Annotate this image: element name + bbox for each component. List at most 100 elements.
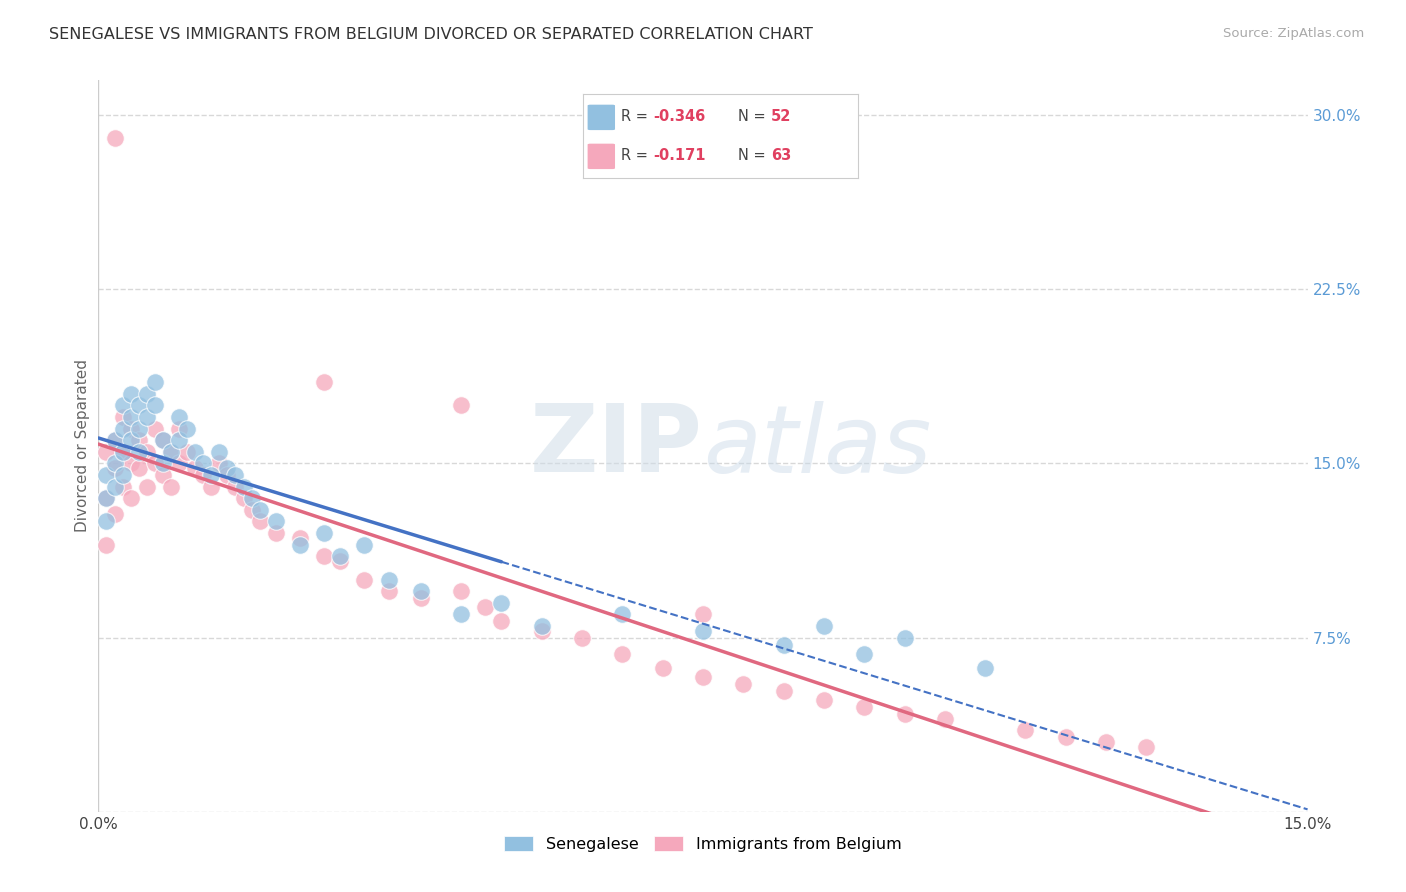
Text: N =: N =	[738, 109, 770, 124]
Point	[96, 468, 118, 483]
Text: -0.346: -0.346	[654, 109, 706, 124]
Point	[409, 584, 432, 599]
Point	[193, 457, 215, 471]
Point	[160, 480, 183, 494]
Point	[103, 131, 125, 145]
Point	[692, 670, 714, 684]
Point	[167, 457, 190, 471]
Point	[152, 433, 174, 447]
Point	[111, 468, 134, 483]
Point	[135, 480, 157, 494]
Point	[491, 615, 513, 629]
Point	[934, 712, 956, 726]
Text: R =: R =	[620, 148, 652, 163]
Point	[314, 526, 336, 541]
Point	[853, 647, 876, 661]
Point	[240, 503, 263, 517]
Point	[128, 445, 150, 459]
Point	[96, 515, 118, 529]
Point	[96, 491, 118, 506]
Point	[96, 538, 118, 552]
Point	[103, 461, 125, 475]
Point	[612, 647, 634, 661]
Point	[111, 445, 134, 459]
Point	[1095, 735, 1118, 749]
Point	[288, 538, 311, 552]
Point	[893, 707, 915, 722]
Point	[143, 457, 166, 471]
Text: SENEGALESE VS IMMIGRANTS FROM BELGIUM DIVORCED OR SEPARATED CORRELATION CHART: SENEGALESE VS IMMIGRANTS FROM BELGIUM DI…	[49, 27, 813, 42]
Point	[176, 421, 198, 435]
Point	[103, 480, 125, 494]
Point	[240, 491, 263, 506]
Point	[217, 461, 239, 475]
Text: ZIP: ZIP	[530, 400, 703, 492]
Point	[974, 661, 997, 675]
Point	[224, 468, 246, 483]
Point	[135, 386, 157, 401]
Point	[103, 457, 125, 471]
Text: Source: ZipAtlas.com: Source: ZipAtlas.com	[1223, 27, 1364, 40]
Point	[813, 619, 835, 633]
Point	[893, 631, 915, 645]
Point	[143, 421, 166, 435]
Point	[651, 661, 673, 675]
Point	[450, 584, 472, 599]
Point	[152, 433, 174, 447]
Text: 52: 52	[772, 109, 792, 124]
Point	[288, 531, 311, 545]
Point	[264, 526, 287, 541]
Point	[160, 445, 183, 459]
Text: 63: 63	[772, 148, 792, 163]
Point	[733, 677, 755, 691]
Point	[128, 433, 150, 447]
Point	[135, 445, 157, 459]
Legend: Senegalese, Immigrants from Belgium: Senegalese, Immigrants from Belgium	[498, 830, 908, 859]
Point	[772, 684, 794, 698]
Point	[208, 457, 231, 471]
Point	[111, 480, 134, 494]
Point	[813, 693, 835, 707]
Point	[853, 700, 876, 714]
Point	[232, 480, 254, 494]
Point	[232, 491, 254, 506]
Point	[217, 468, 239, 483]
Point	[184, 461, 207, 475]
Point	[176, 445, 198, 459]
Point	[128, 398, 150, 412]
Point	[184, 445, 207, 459]
Point	[200, 480, 222, 494]
Point	[167, 433, 190, 447]
Point	[450, 607, 472, 622]
Point	[530, 619, 553, 633]
Point	[1014, 723, 1036, 738]
Point	[152, 468, 174, 483]
Text: -0.171: -0.171	[654, 148, 706, 163]
Point	[167, 409, 190, 424]
Point	[491, 596, 513, 610]
Text: atlas: atlas	[703, 401, 931, 491]
Point	[353, 538, 375, 552]
Point	[612, 607, 634, 622]
Point	[1054, 731, 1077, 745]
Point	[96, 445, 118, 459]
Point	[193, 468, 215, 483]
Point	[571, 631, 593, 645]
Point	[200, 468, 222, 483]
Point	[111, 421, 134, 435]
Point	[143, 375, 166, 389]
Point	[530, 624, 553, 638]
Point	[377, 584, 399, 599]
Point	[353, 573, 375, 587]
Point	[409, 591, 432, 606]
Point	[208, 445, 231, 459]
Point	[120, 409, 142, 424]
Point	[1135, 739, 1157, 754]
FancyBboxPatch shape	[588, 144, 614, 169]
Point	[120, 457, 142, 471]
Point	[772, 638, 794, 652]
Point	[96, 491, 118, 506]
Point	[692, 607, 714, 622]
Point	[329, 549, 352, 564]
Point	[152, 457, 174, 471]
